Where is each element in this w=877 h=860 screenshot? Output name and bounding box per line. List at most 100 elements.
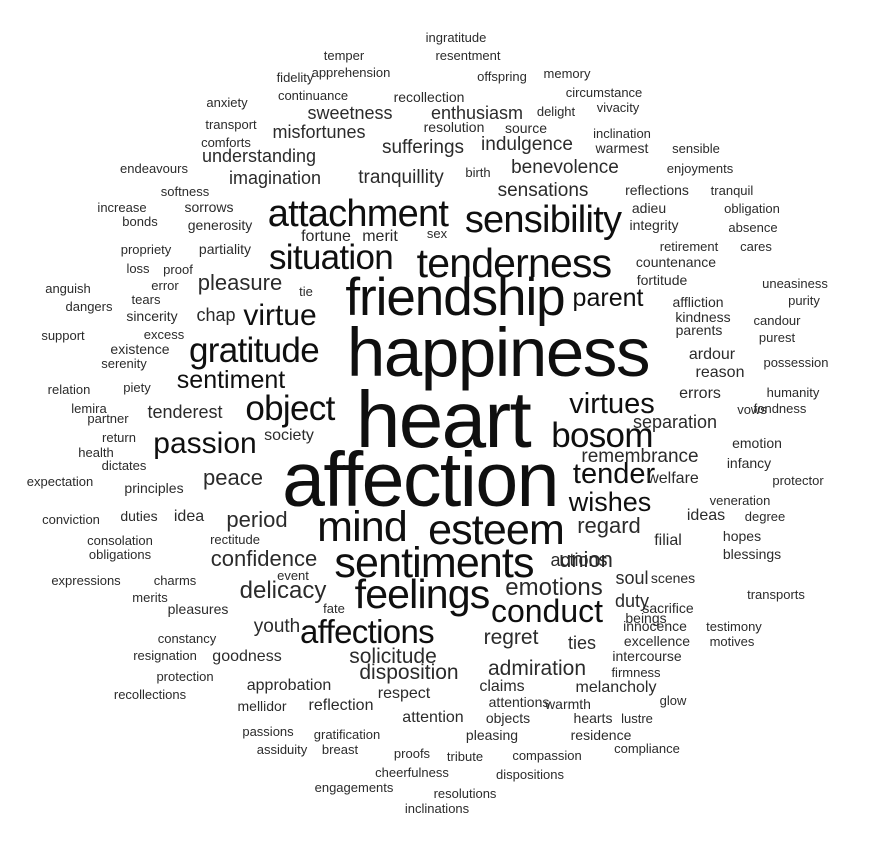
cloud-word: fortitude <box>636 272 688 288</box>
cloud-word: glow <box>659 692 687 708</box>
cloud-word: retirement <box>659 238 719 254</box>
cloud-word: tenderness <box>416 239 612 286</box>
cloud-word: attachment <box>267 193 449 235</box>
cloud-word: enjoyments <box>666 160 734 176</box>
cloud-word: scenes <box>650 570 696 586</box>
cloud-word: consolation <box>87 532 153 548</box>
cloud-word: separation <box>632 412 718 432</box>
cloud-word: rectitude <box>210 531 260 547</box>
cloud-word: infancy <box>726 455 772 471</box>
cloud-word: propriety <box>120 241 172 257</box>
cloud-word: excess <box>143 326 185 342</box>
cloud-word: filial <box>654 532 682 549</box>
cloud-word: soul <box>615 568 649 588</box>
cloud-word: conviction <box>42 511 100 527</box>
cloud-word: humanity <box>766 384 820 400</box>
cloud-word: constancy <box>157 630 217 646</box>
cloud-word: ties <box>567 633 597 653</box>
cloud-word: recollection <box>393 89 465 105</box>
cloud-word: heart <box>355 375 532 464</box>
cloud-word: piety <box>123 379 151 395</box>
cloud-word: gratification <box>313 726 381 742</box>
cloud-word: candour <box>753 312 801 328</box>
cloud-word: fidelity <box>276 69 314 85</box>
cloud-word: affections <box>299 612 435 650</box>
cloud-word: obligation <box>724 200 780 216</box>
cloud-word: gratitude <box>189 330 320 370</box>
cloud-word: welfare <box>647 470 699 487</box>
cloud-word: sentiment <box>176 365 286 394</box>
cloud-word: purest <box>758 329 796 345</box>
cloud-word: imagination <box>228 168 322 188</box>
cloud-word: dictates <box>101 457 147 473</box>
cloud-word: apprehension <box>311 64 391 80</box>
cloud-word: tribute <box>446 748 484 764</box>
cloud-word: increase <box>97 199 147 215</box>
cloud-word: union <box>559 547 613 572</box>
cloud-word: tenderest <box>147 402 223 422</box>
cloud-word: proof <box>163 261 193 277</box>
cloud-word: admiration <box>487 656 587 680</box>
cloud-word: passion <box>153 427 257 460</box>
cloud-word: idea <box>173 508 205 525</box>
cloud-word: parent <box>572 283 644 312</box>
cloud-word: lustre <box>621 710 653 726</box>
cloud-word: expressions <box>51 572 121 588</box>
cloud-word: hopes <box>722 528 762 544</box>
cloud-word: fondness <box>753 400 807 416</box>
cloud-word: sacrifice <box>642 600 694 616</box>
cloud-word: serenity <box>101 355 147 371</box>
cloud-word: wishes <box>568 486 652 517</box>
cloud-word: circumstance <box>565 84 643 100</box>
cloud-word: inclination <box>593 125 651 141</box>
cloud-word: ardour <box>688 346 736 363</box>
cloud-word: feelings <box>354 570 491 617</box>
cloud-word: purity <box>788 292 820 308</box>
cloud-word: actions <box>550 550 608 570</box>
cloud-word: hearts <box>573 710 613 726</box>
cloud-word: bosom <box>551 415 653 455</box>
cloud-word: pleasing <box>465 727 519 743</box>
cloud-word: enthusiasm <box>430 103 524 123</box>
cloud-word: pleasures <box>167 601 229 617</box>
cloud-word: conduct <box>490 593 604 629</box>
cloud-word: testimony <box>706 618 762 634</box>
cloud-word: transports <box>747 586 805 602</box>
cloud-word: softness <box>160 183 210 199</box>
cloud-word: obligations <box>88 546 152 562</box>
cloud-word: sensibility <box>464 199 622 241</box>
cloud-word: reason <box>695 364 745 381</box>
cloud-word: object <box>245 388 335 428</box>
cloud-word: friendship <box>345 267 565 327</box>
cloud-word: claims <box>479 678 525 695</box>
cloud-word: sincerity <box>126 308 178 324</box>
cloud-word: innocence <box>623 618 687 634</box>
cloud-word: affliction <box>672 294 724 310</box>
cloud-word: resentment <box>435 47 501 63</box>
cloud-word: reflections <box>625 182 689 198</box>
cloud-word: residence <box>570 727 632 743</box>
cloud-word: sensations <box>497 179 589 201</box>
cloud-word: benevolence <box>511 156 619 178</box>
cloud-word: compliance <box>614 740 680 756</box>
cloud-word: veneration <box>709 492 771 508</box>
cloud-word: endeavours <box>120 160 188 176</box>
cloud-word: intercourse <box>612 648 682 664</box>
cloud-word: period <box>226 507 288 532</box>
cloud-word: loss <box>126 260 150 276</box>
cloud-word: tender <box>572 457 656 490</box>
cloud-word: warmest <box>595 140 649 156</box>
cloud-word: sorrows <box>184 199 234 215</box>
cloud-word: disposition <box>359 660 459 684</box>
cloud-word: motives <box>709 633 755 649</box>
cloud-word: peace <box>203 465 263 490</box>
cloud-word: principles <box>124 480 184 496</box>
cloud-word: parents <box>675 322 723 338</box>
cloud-word: fortune <box>301 228 351 245</box>
cloud-word: solicitude <box>349 644 437 668</box>
cloud-word: vivacity <box>596 99 640 115</box>
cloud-word: ideas <box>686 507 726 524</box>
cloud-word: firmness <box>611 664 661 680</box>
cloud-word: sex <box>426 225 448 241</box>
